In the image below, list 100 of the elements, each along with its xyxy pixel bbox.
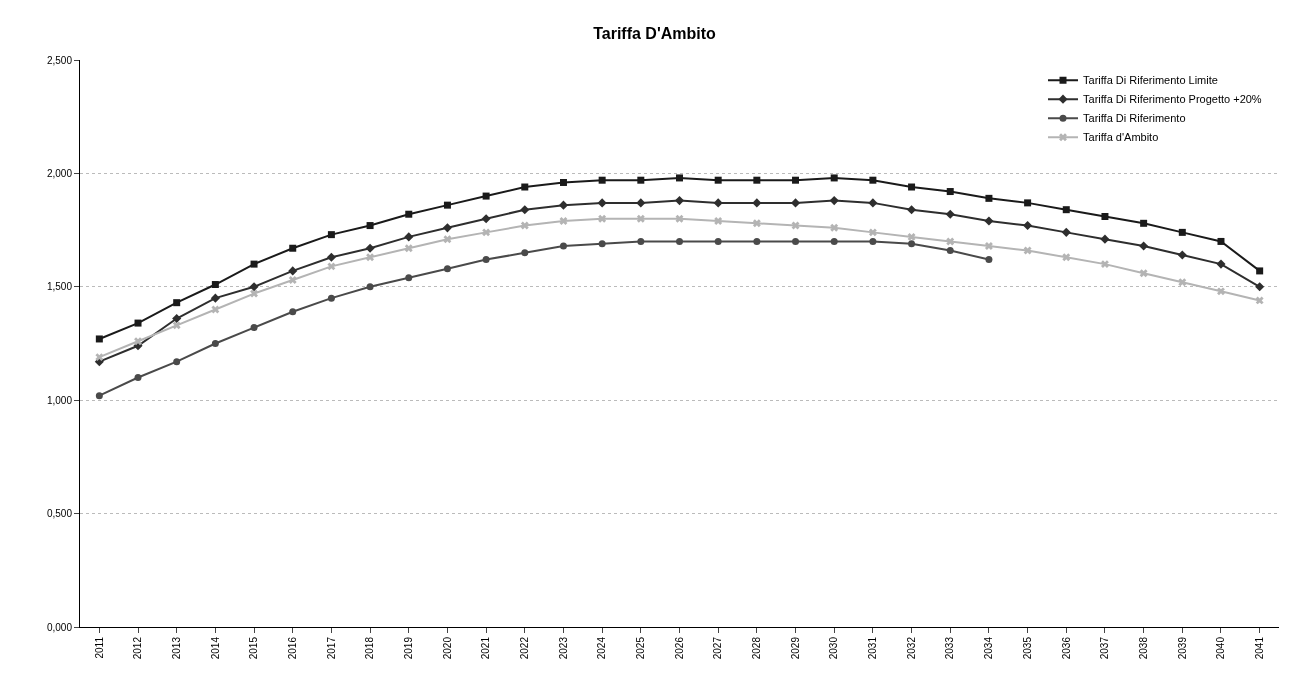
point [1140,219,1148,227]
point [1023,246,1032,255]
point [985,194,993,202]
point [559,242,567,250]
point [792,176,800,184]
point [830,223,839,232]
point [482,256,490,264]
point [1255,282,1265,292]
point [676,237,683,245]
point [327,262,336,271]
point [830,237,838,245]
point [365,243,375,253]
point [714,217,723,225]
x-tick-label: 2022 [519,636,531,660]
point [173,358,181,366]
point [984,216,994,226]
point [173,299,181,307]
y-tick-label: 1,000 [46,394,73,406]
point [559,217,568,225]
point [250,289,259,298]
point [366,222,374,230]
point [1255,296,1264,305]
point [830,174,838,182]
point [1216,259,1226,269]
point [713,198,723,208]
x-tick-label: 2012 [132,636,144,660]
point [134,319,142,327]
x-tick-label: 2016 [286,636,298,660]
x-tick-label: 2023 [557,636,569,660]
point [984,242,993,250]
point [366,253,375,262]
point [1178,228,1186,236]
point [714,237,722,245]
x-tick-label: 2035 [1021,636,1033,660]
point [946,247,954,255]
y-tick-label: 2,000 [46,167,73,179]
point [172,314,182,324]
x-tick-label: 2040 [1215,636,1227,660]
point [249,282,259,292]
x-tick-label: 2031 [867,636,879,660]
point [134,337,142,346]
point [288,276,297,284]
point [946,188,954,196]
x-tick-label: 2019 [403,636,415,660]
legend-label: Tariffa d'Ambito [1083,131,1159,144]
point [1100,234,1110,244]
point [327,294,335,302]
point [482,192,490,200]
x-tick-label: 2030 [828,636,840,660]
point [1178,278,1187,287]
point [210,293,220,303]
x-tick-label: 2014 [209,636,221,660]
x-tick-label: 2033 [944,636,956,660]
point [520,205,530,215]
point [869,176,877,184]
point [327,231,335,239]
point [597,198,607,208]
point [1100,260,1109,269]
point [829,196,839,206]
y-tick-label: 2,500 [46,54,73,66]
point [289,244,297,252]
point [1139,269,1148,278]
x-tick-label: 2038 [1137,636,1149,660]
point [1062,253,1071,262]
point [946,237,955,246]
point [945,209,955,219]
point [637,237,645,245]
point [521,183,529,191]
point [636,214,645,223]
x-tick-label: 2029 [789,636,801,660]
x-tick-label: 2037 [1099,636,1111,660]
point [753,237,761,245]
point [482,228,491,237]
point [1101,212,1109,220]
point [752,198,762,208]
point [1217,287,1225,296]
point [559,178,567,186]
point [95,335,103,343]
point [792,237,800,245]
y-tick-label: 0,500 [46,508,73,520]
point [405,210,413,218]
legend-label: Tariffa Di Riferimento Progetto +20% [1083,93,1262,106]
x-tick-label: 2039 [1176,636,1188,660]
x-tick-label: 2036 [1060,636,1072,660]
point [907,232,916,241]
point [675,214,684,223]
point [1177,250,1187,260]
x-tick-label: 2034 [983,636,995,660]
point [1024,199,1032,207]
point [714,176,722,184]
point [443,235,452,244]
x-tick-label: 2028 [751,636,763,660]
point [95,353,104,362]
x-tick-label: 2013 [170,636,182,660]
point [676,174,683,182]
y-tick-label: 0,000 [46,621,73,633]
point [674,196,685,206]
x-tick-label: 2018 [364,636,376,660]
point [1139,241,1149,251]
point [1023,221,1033,231]
